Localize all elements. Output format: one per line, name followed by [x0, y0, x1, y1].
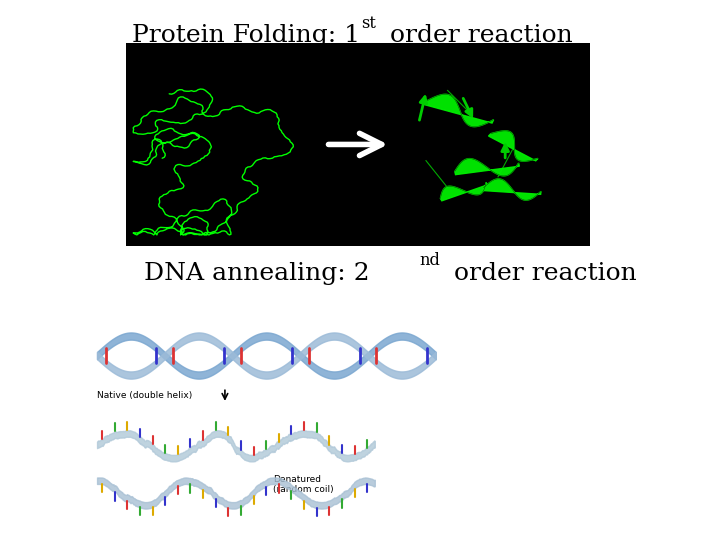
Text: order reaction: order reaction: [390, 24, 573, 48]
Polygon shape: [441, 183, 487, 201]
Text: Denatured
(random coil): Denatured (random coil): [274, 475, 334, 494]
Polygon shape: [483, 179, 541, 200]
Text: nd: nd: [419, 252, 440, 269]
Text: Native (double helix): Native (double helix): [97, 392, 192, 401]
Polygon shape: [424, 94, 494, 127]
FancyBboxPatch shape: [126, 43, 590, 246]
Polygon shape: [455, 159, 519, 176]
Text: order reaction: order reaction: [446, 262, 637, 285]
Text: DNA annealing: 2: DNA annealing: 2: [144, 262, 369, 285]
Text: Protein Folding: 1: Protein Folding: 1: [132, 24, 360, 48]
Text: st: st: [361, 15, 377, 31]
Polygon shape: [489, 131, 538, 161]
